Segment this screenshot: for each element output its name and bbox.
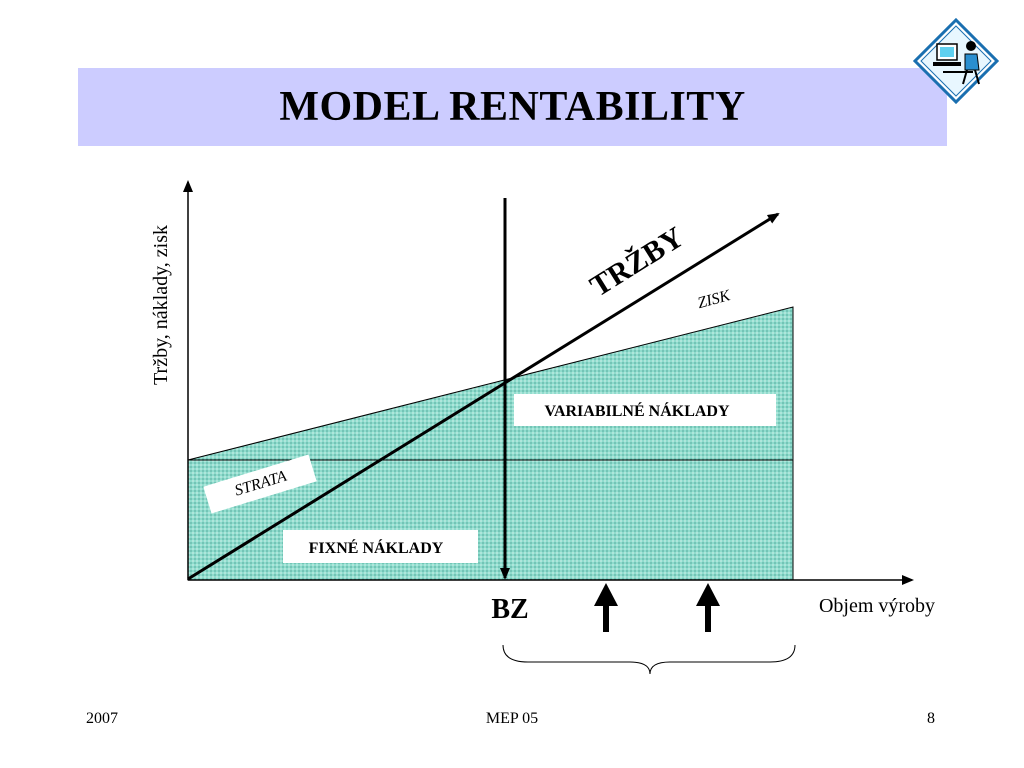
up-arrow-icon — [594, 583, 618, 632]
profit-label: ZISK — [696, 287, 733, 312]
variable-costs-label-box — [514, 394, 776, 426]
curly-brace — [502, 644, 796, 675]
page-number: 8 — [927, 710, 935, 727]
variable-costs-area — [187, 306, 794, 461]
slide-title: MODEL RENTABILITY — [279, 84, 746, 130]
fixed-costs-label-box — [283, 530, 478, 563]
revenue-line — [187, 212, 780, 581]
footer-center: MEP 05 — [485, 710, 539, 727]
variable-costs-label: VARIABILNÉ NÁKLADY — [544, 401, 730, 420]
up-arrow-icon — [696, 583, 720, 632]
y-axis-label: Tržby, náklady, zisk — [150, 225, 172, 385]
break-even-label: BZ — [491, 594, 528, 625]
loss-label-box — [203, 454, 317, 514]
footer-year: 2007 — [86, 710, 118, 727]
computer-user-logo-icon — [913, 18, 999, 104]
title-bar: MODEL RENTABILITY — [78, 68, 947, 146]
fixed-costs-label: FIXNÉ NÁKLADY — [309, 538, 444, 557]
x-axis-label: Objem výroby — [819, 595, 935, 617]
revenue-label: TRŽBY — [584, 220, 689, 303]
